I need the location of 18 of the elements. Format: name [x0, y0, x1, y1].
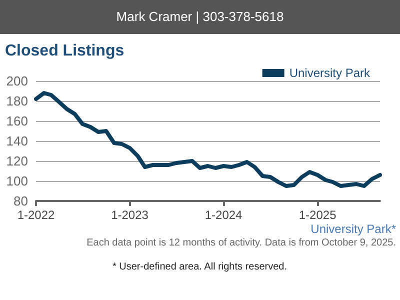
- text: * User-defined area. All rights reserved.: [112, 262, 287, 272]
- y-tick-label: 180: [6, 94, 28, 108]
- chart-title: Closed Listings: [5, 42, 124, 60]
- x-tick-label: 1-2022: [17, 208, 56, 222]
- y-tick-label: 100: [6, 174, 28, 188]
- text: Mark Cramer | 303-378-5618: [116, 9, 284, 24]
- line-series: [34, 91, 382, 188]
- y-tick-label: 120: [6, 154, 28, 168]
- y-tick-label: 140: [6, 134, 28, 148]
- x-tick-label: 1-2024: [204, 208, 243, 222]
- x-tick-label: 1-2023: [111, 208, 149, 222]
- legend-label: University Park: [289, 66, 371, 80]
- x-tick-label: 1-2025: [298, 208, 337, 222]
- y-tick-label: 160: [6, 114, 28, 128]
- y-tick-label: 80: [14, 194, 28, 208]
- text: Each data point is 12 months of activity. Data is from October 9, 2025.: [86, 238, 396, 248]
- text: University Park*: [310, 222, 396, 236]
- y-tick-label: 200: [6, 74, 28, 88]
